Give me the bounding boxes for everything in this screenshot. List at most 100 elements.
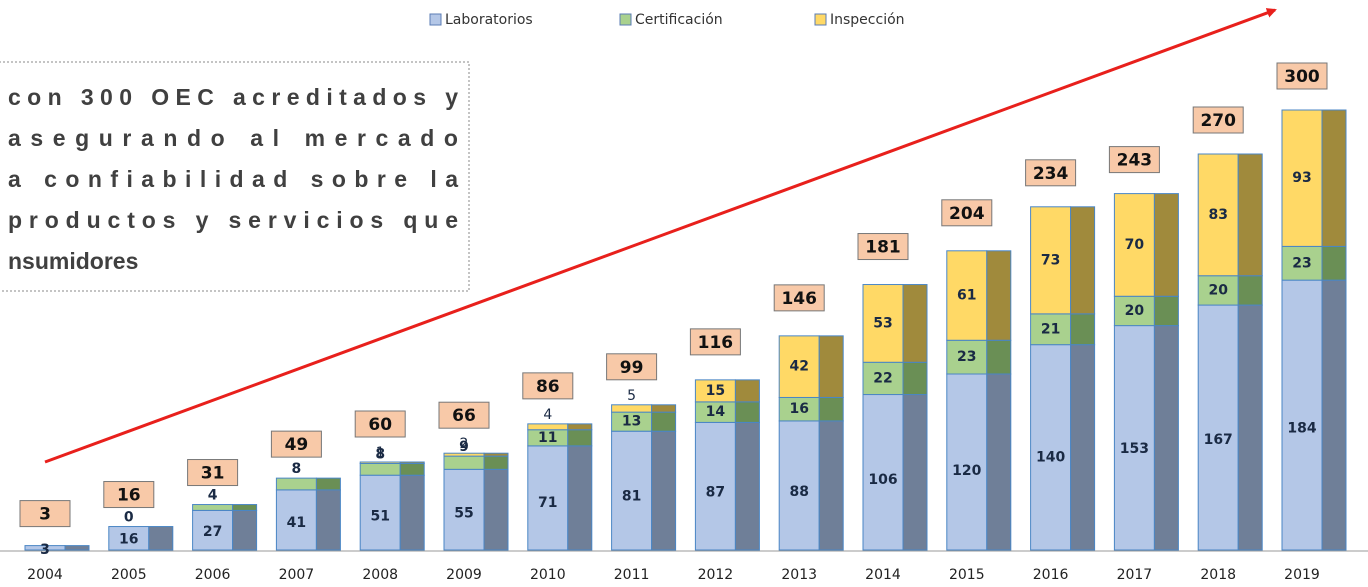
total-box <box>606 353 658 381</box>
value-label: 73 <box>1041 252 1060 268</box>
bar-side <box>1321 109 1347 247</box>
value-label: 1 <box>376 445 385 461</box>
bar-side <box>1070 344 1096 551</box>
bar-side <box>651 404 677 413</box>
value-label: 3 <box>40 542 50 558</box>
bar-segment <box>359 461 401 464</box>
total-box <box>187 459 239 487</box>
legend-label: Certificación <box>635 12 723 28</box>
value-label: 22 <box>873 370 892 386</box>
total-box <box>1025 159 1077 187</box>
bar-side <box>986 339 1012 375</box>
bar-segment <box>443 455 485 470</box>
total-box <box>941 199 993 227</box>
annotation-box <box>0 61 470 292</box>
bar-side <box>651 411 677 432</box>
bar-side <box>902 361 928 396</box>
bar-segment <box>359 474 401 551</box>
total-label: 66 <box>452 406 476 426</box>
total-box <box>1192 106 1244 134</box>
bar-side <box>483 455 509 470</box>
x-tick-label: 2011 <box>614 567 650 583</box>
total-label: 3 <box>39 505 51 525</box>
bar-side <box>1237 275 1263 306</box>
bar-side <box>986 373 1012 551</box>
bar-segment <box>694 421 736 551</box>
x-tick-label: 2012 <box>698 567 734 583</box>
annotation-line: productos y servicios que <box>8 207 458 233</box>
annotation-line: con 300 OEC acreditados y <box>8 84 458 110</box>
total-label: 243 <box>1117 151 1153 171</box>
bar-segment <box>1197 275 1239 306</box>
value-label: 16 <box>119 531 138 547</box>
legend-swatch <box>619 13 632 26</box>
bar-side <box>148 526 174 551</box>
x-tick-label: 2007 <box>279 567 315 583</box>
bar-side <box>734 401 760 423</box>
bar-side <box>315 477 341 491</box>
total-box <box>1108 146 1160 174</box>
bar-side <box>483 452 509 457</box>
x-tick-label: 2013 <box>781 567 817 583</box>
value-label: 11 <box>538 430 557 446</box>
total-box <box>438 401 490 429</box>
value-label: 87 <box>706 485 725 501</box>
x-tick-label: 2017 <box>1117 567 1153 583</box>
bar-segment <box>778 335 820 398</box>
value-label: 15 <box>706 383 725 399</box>
value-label: 4 <box>208 488 218 504</box>
bar-side <box>651 430 677 551</box>
bar-side <box>232 509 258 551</box>
value-label: 2 <box>460 436 469 452</box>
bar-side <box>567 429 593 447</box>
total-box <box>103 481 155 509</box>
value-label: 70 <box>1125 237 1145 253</box>
total-box <box>689 328 741 356</box>
bar-segment <box>611 430 653 551</box>
bar-segment <box>527 423 569 431</box>
bar-segment <box>1113 325 1155 551</box>
bar-side <box>734 379 760 403</box>
x-tick-label: 2010 <box>530 567 566 583</box>
value-label: 41 <box>287 515 306 531</box>
bar-side <box>1070 313 1096 346</box>
value-label: 21 <box>1041 321 1060 337</box>
total-label: 86 <box>536 377 560 397</box>
value-label: 184 <box>1287 421 1316 437</box>
legend-swatch <box>429 13 442 26</box>
bar-side <box>902 394 928 551</box>
value-label: 167 <box>1204 432 1233 448</box>
total-label: 60 <box>368 415 392 435</box>
value-label: 61 <box>957 288 976 304</box>
value-label: 16 <box>789 401 808 417</box>
bar-segment <box>1197 304 1239 551</box>
bar-side <box>902 284 928 363</box>
bar-segment <box>1281 245 1323 281</box>
total-label: 234 <box>1033 164 1069 184</box>
total-label: 270 <box>1200 111 1236 131</box>
bar-side <box>734 421 760 551</box>
value-label: 93 <box>1292 170 1311 186</box>
x-tick-label: 2015 <box>949 567 985 583</box>
bar-side <box>986 250 1012 341</box>
value-label: 153 <box>1120 441 1149 457</box>
value-label: 81 <box>622 489 641 505</box>
bar-side <box>232 504 258 511</box>
total-box <box>1276 62 1328 90</box>
x-tick-label: 2016 <box>1033 567 1069 583</box>
bar-segment <box>527 445 569 551</box>
value-label: 8 <box>292 461 302 477</box>
total-label: 146 <box>781 289 817 309</box>
value-label: 27 <box>203 524 222 540</box>
total-label: 31 <box>201 464 225 484</box>
legend-label: Laboratorios <box>445 12 533 28</box>
total-label: 16 <box>117 486 141 506</box>
total-box <box>773 284 825 312</box>
total-box <box>857 233 909 261</box>
x-tick-label: 2018 <box>1200 567 1236 583</box>
value-label: 120 <box>952 463 981 479</box>
x-tick-label: 2019 <box>1284 567 1320 583</box>
bar-segment <box>1281 109 1323 247</box>
total-box <box>354 410 406 438</box>
bar-segment <box>359 462 401 476</box>
